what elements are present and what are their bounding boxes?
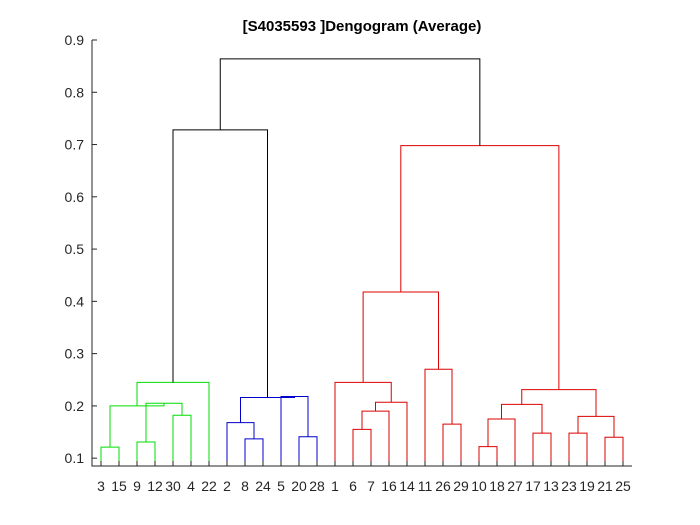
leaf-label: 7	[367, 478, 375, 494]
leaf-label: 9	[133, 478, 141, 494]
dendrogram-link	[604, 436, 624, 466]
dendrogram-link	[240, 396, 295, 423]
dendrogram-link	[361, 410, 390, 466]
leaf-label: 28	[309, 478, 325, 494]
y-tick-label: 0.6	[65, 189, 85, 205]
dendrogram-link	[352, 428, 372, 466]
dendrogram-link	[109, 403, 165, 448]
y-tick-label: 0.5	[65, 241, 85, 257]
leaf-label: 14	[399, 478, 415, 494]
leaf-label: 13	[543, 478, 559, 494]
dendrogram-link	[244, 438, 264, 466]
leaf-label: 18	[489, 478, 505, 494]
dendrogram-link	[219, 58, 481, 146]
dendrogram-link	[226, 422, 255, 466]
dendrogram-link	[298, 436, 318, 466]
dendrogram-link	[424, 368, 453, 466]
leaf-label: 27	[507, 478, 523, 494]
leaf-label: 8	[241, 478, 249, 494]
leaf-label: 10	[471, 478, 487, 494]
dendrogram-link	[568, 432, 588, 466]
leaf-label: 25	[615, 478, 631, 494]
leaf-label: 29	[453, 478, 469, 494]
leaf-label: 26	[435, 478, 451, 494]
leaf-label: 4	[187, 478, 195, 494]
leaf-label: 24	[255, 478, 271, 494]
x-axis-leaf-labels: 3 15 9 12 30 4 22 2 8 24 5 20 28 1 6 7 16 14 11 26 29 10 18 27 1…	[97, 461, 631, 494]
leaf-label: 3	[97, 478, 105, 494]
dendrogram-link	[172, 414, 192, 466]
leaf-label: 1	[331, 478, 339, 494]
dendrogram-link	[532, 432, 552, 466]
y-tick-label: 0.4	[65, 293, 85, 309]
dendrogram-link	[521, 389, 597, 417]
dendrogram-links	[100, 58, 624, 466]
dendrogram-link	[145, 402, 183, 442]
dendrogram-link	[100, 446, 120, 466]
y-axis-ticks: 0.1 0.2 0.3 0.4 0.5 0.6 0.7 0.8 0.9	[65, 32, 97, 466]
leaf-label: 11	[418, 478, 433, 494]
leaf-label: 16	[381, 478, 397, 494]
dendrogram-link	[280, 395, 309, 466]
y-tick-label: 0.2	[65, 398, 85, 414]
y-tick-label: 0.3	[65, 346, 85, 362]
chart-title: [S4035593 ]Dengogram (Average)	[243, 18, 482, 35]
leaf-label: 12	[147, 478, 163, 494]
axis-lines	[91, 40, 632, 467]
leaf-label: 17	[525, 478, 541, 494]
leaf-label: 30	[165, 478, 181, 494]
leaf-label: 15	[111, 478, 127, 494]
leaf-label: 22	[201, 478, 217, 494]
dendrogram-link	[375, 401, 408, 466]
dendrogram-link	[136, 441, 156, 466]
dendrogram-link	[400, 145, 560, 390]
y-tick-label: 0.9	[65, 32, 85, 48]
leaf-label: 6	[349, 478, 357, 494]
dendrogram-link	[442, 423, 462, 466]
y-tick-label: 0.8	[65, 84, 85, 100]
leaf-label: 2	[223, 478, 231, 494]
dendrogram-link	[172, 129, 268, 398]
y-tick-label: 0.7	[65, 137, 85, 153]
dendrogram-link	[487, 418, 516, 466]
dendrogram-link	[577, 415, 615, 438]
leaf-label: 20	[291, 478, 307, 494]
leaf-label: 23	[561, 478, 577, 494]
leaf-label: 19	[579, 478, 595, 494]
dendrogram-link	[478, 446, 498, 466]
axes	[91, 40, 632, 467]
leaf-label: 21	[597, 478, 613, 494]
y-tick-label: 0.1	[65, 450, 85, 466]
dendrogram-link	[334, 381, 392, 466]
leaf-label: 5	[277, 478, 285, 494]
